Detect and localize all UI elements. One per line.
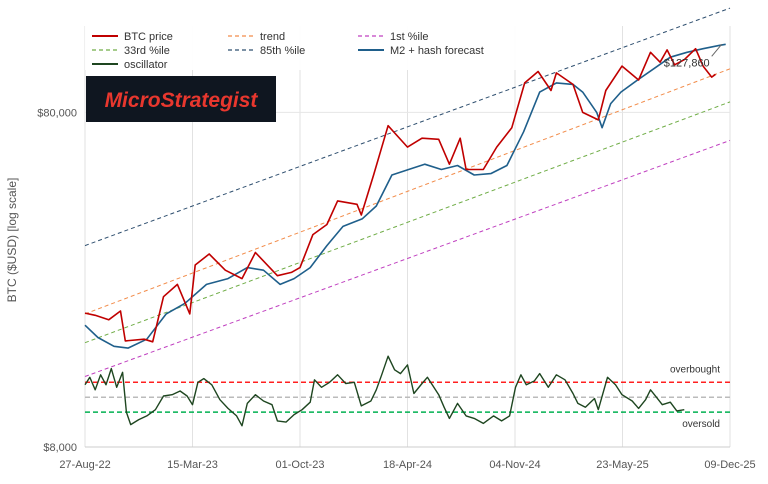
legend-item-btc-price: BTC price (92, 31, 173, 43)
x-tick-label: 23-May-25 (596, 459, 649, 471)
legend-item-33rd-ile: 33rd %ile (92, 45, 170, 57)
series-line-btc-price (84, 47, 716, 343)
logo-text: MicroStrategist (105, 89, 259, 112)
legend-label: 1st %ile (390, 31, 429, 43)
legend-item-trend: trend (228, 31, 285, 43)
legend-background (85, 26, 525, 70)
y-tick-label: $80,000 (37, 107, 77, 119)
annotation-leader (711, 43, 723, 57)
annotation-label: $127,860 (664, 57, 710, 69)
legend-item-85th-ile: 85th %ile (228, 45, 305, 57)
annotations-layer: $127,860 (664, 43, 723, 69)
series-line-1st-ile (84, 139, 731, 377)
oversold-label: oversold (682, 419, 720, 430)
overbought-label: overbought (670, 364, 720, 375)
legend-label: trend (260, 31, 285, 43)
series-line-m2-hash-forecast (84, 43, 726, 349)
x-tick-label: 01-Oct-23 (276, 459, 325, 471)
x-tick-label: 09-Dec-25 (704, 459, 755, 471)
x-tick-label: 15-Mar-23 (167, 459, 218, 471)
legend-label: 33rd %ile (124, 45, 170, 57)
series-line-trend (84, 68, 731, 315)
x-tick-label: 04-Nov-24 (489, 459, 540, 471)
y-axis-title: BTC ($USD) [log scale] (5, 178, 19, 303)
price-series-layer (84, 43, 726, 349)
legend-item-oscillator: oscillator (92, 59, 168, 71)
legend: BTC price trend 1st %ile 33rd %ile 85th %ile… (85, 26, 525, 71)
logo-background (86, 76, 276, 122)
legend-label: M2 + hash forecast (390, 45, 484, 57)
logo-box: MicroStrategist (86, 76, 276, 122)
oscillator-reference-lines: overbought oversold (85, 364, 730, 430)
x-tick-label: 18-Apr-24 (383, 459, 432, 471)
series-line-85th-ile (84, 7, 731, 247)
legend-item-1st-ile: 1st %ile (358, 31, 429, 43)
legend-label: BTC price (124, 31, 173, 43)
y-tick-label: $8,000 (43, 442, 77, 454)
percentile-bands (84, 7, 731, 377)
oscillator-layer (84, 355, 685, 427)
series-line-33rd-ile (84, 101, 731, 344)
legend-label: 85th %ile (260, 45, 305, 57)
x-tick-label: 27-Aug-22 (59, 459, 110, 471)
axes-layer: 27-Aug-22 15-Mar-23 01-Oct-23 18-Apr-24 04-N… (37, 107, 755, 471)
legend-item-m2-hash-forecast: M2 + hash forecast (358, 45, 484, 57)
series-line-oscillator (84, 355, 685, 427)
legend-label: oscillator (124, 59, 168, 71)
